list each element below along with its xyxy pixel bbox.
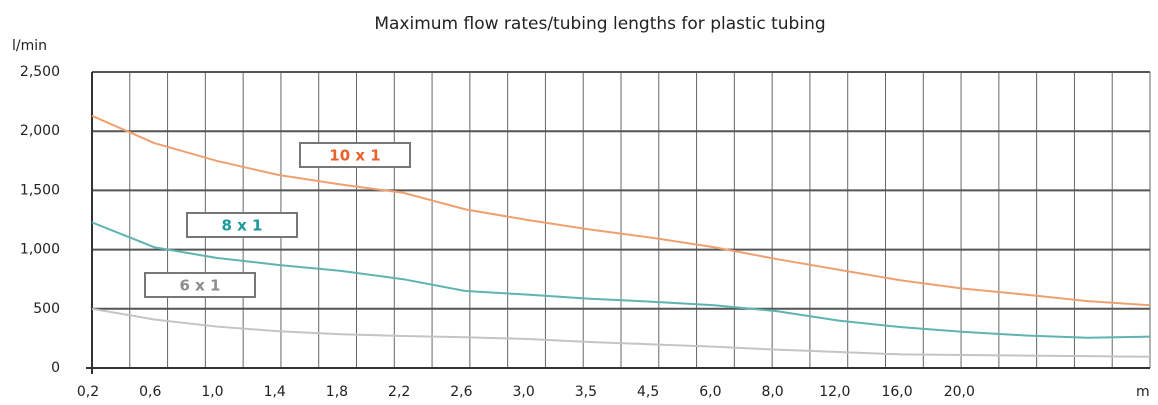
series-label: 10 x 1	[329, 147, 380, 165]
series-label: 6 x 1	[180, 277, 221, 295]
x-tick-label: 2,2	[388, 384, 410, 400]
x-tick-label: 6,0	[699, 384, 721, 400]
x-tick-label: 0,2	[77, 384, 99, 400]
x-tick-label: 20,0	[944, 384, 975, 400]
series-label-box	[186, 212, 298, 238]
x-tick-label: 2,6	[450, 384, 472, 400]
y-axis-label: l/min	[12, 38, 47, 54]
y-tick-label: 500	[33, 301, 60, 317]
x-tick-label: 12,0	[819, 384, 850, 400]
y-tick-label: 1,500	[20, 182, 60, 198]
x-tick-label: 16,0	[881, 384, 912, 400]
y-tick-label: 2,500	[20, 64, 60, 80]
x-tick-label: 3,5	[575, 384, 597, 400]
x-tick-label: 3,0	[513, 384, 535, 400]
series-label: 8 x 1	[222, 217, 263, 235]
y-tick-label: 2,000	[20, 123, 60, 139]
x-tick-label: 4,5	[637, 384, 659, 400]
x-axis-label: m	[1136, 384, 1150, 400]
series-line	[91, 221, 1151, 339]
chart-title: Maximum flow rates/tubing lengths for pl…	[374, 14, 825, 34]
x-tick-label: 1,4	[264, 384, 286, 400]
x-tick-label: 8,0	[761, 384, 783, 400]
x-tick-label: 1,0	[201, 384, 223, 400]
series-line	[91, 114, 1151, 307]
y-tick-label: 0	[51, 360, 60, 376]
series-line	[91, 307, 1151, 358]
series-label-box	[144, 272, 256, 298]
x-tick-label: 1,8	[326, 384, 348, 400]
x-tick-label: 0,6	[139, 384, 161, 400]
series-label-box	[299, 142, 411, 168]
y-tick-label: 1,000	[20, 242, 60, 258]
